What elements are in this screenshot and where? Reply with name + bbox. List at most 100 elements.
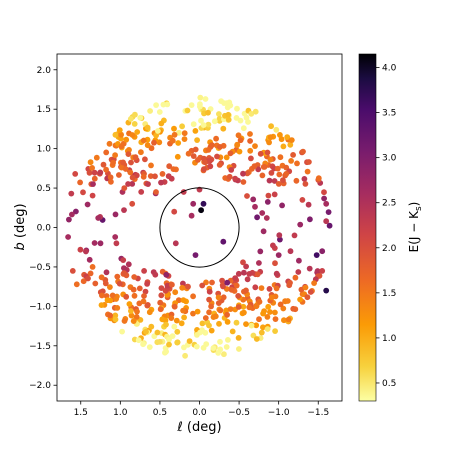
data-point (131, 121, 138, 127)
data-point (154, 329, 161, 336)
data-point (176, 129, 182, 136)
data-point (269, 294, 275, 301)
data-point (209, 279, 215, 286)
data-point (181, 136, 188, 143)
data-point (133, 314, 140, 320)
data-point (224, 104, 231, 111)
data-point (246, 271, 253, 277)
data-point (240, 170, 246, 177)
data-point (202, 315, 209, 321)
data-point (252, 203, 258, 210)
data-point (265, 192, 272, 199)
x-tick-label: −1.0 (268, 408, 290, 418)
data-point (240, 179, 247, 185)
data-point (198, 207, 205, 214)
data-point (185, 283, 191, 290)
data-point (209, 142, 215, 149)
data-point (217, 338, 223, 345)
data-point (253, 303, 260, 310)
data-point (281, 317, 287, 324)
y-tick-label: −2.0 (29, 381, 51, 391)
data-point (120, 159, 126, 166)
data-point (306, 265, 313, 272)
data-point (87, 159, 94, 166)
data-point (174, 328, 181, 335)
data-point (272, 309, 278, 316)
data-point (260, 324, 266, 331)
data-point (144, 302, 151, 308)
data-point (80, 189, 86, 196)
data-point (299, 197, 306, 203)
data-point (252, 108, 259, 115)
data-point (272, 328, 278, 334)
data-point (127, 116, 134, 122)
data-point (287, 248, 294, 255)
data-point (171, 131, 178, 138)
y-tick-label: −1.5 (29, 342, 51, 352)
data-point (234, 105, 240, 112)
data-point (144, 124, 151, 131)
data-point (153, 102, 160, 108)
data-point (224, 319, 231, 325)
data-point (172, 289, 179, 296)
data-point (228, 167, 235, 173)
data-point (216, 111, 222, 117)
data-point (106, 140, 113, 147)
data-point (323, 218, 330, 225)
colorbar-tick-label: 3.5 (382, 109, 396, 119)
data-point (146, 309, 153, 316)
data-point (138, 149, 144, 156)
colorbar-tick-label: 0.5 (382, 379, 396, 389)
data-point (215, 294, 222, 301)
data-point (271, 191, 278, 198)
data-point (295, 269, 302, 275)
data-point (235, 132, 242, 139)
data-point (188, 102, 195, 108)
data-point (232, 275, 239, 281)
data-point (256, 298, 263, 305)
data-point (169, 137, 176, 144)
data-point (72, 171, 79, 177)
data-point (235, 293, 242, 299)
data-point (323, 200, 330, 207)
data-point (195, 157, 201, 163)
data-point (323, 287, 330, 294)
data-point (140, 173, 147, 180)
data-point (148, 323, 155, 330)
data-point (163, 271, 170, 278)
data-point (91, 169, 98, 176)
data-point (130, 318, 137, 324)
data-point (121, 270, 127, 276)
data-point (170, 166, 177, 173)
data-point (220, 238, 227, 245)
data-point (84, 201, 91, 208)
data-point (151, 139, 157, 146)
data-point (112, 131, 119, 138)
data-point (158, 179, 164, 186)
data-point (259, 172, 266, 179)
data-point (90, 181, 96, 188)
data-point (180, 297, 187, 303)
data-point (252, 284, 259, 291)
data-point (197, 94, 204, 101)
data-point (236, 346, 242, 352)
data-point (185, 150, 192, 157)
x-axis: 1.5 1.0 0.5 0.0 −0.5 −1.0 −1.5 (74, 401, 329, 418)
data-point (210, 314, 217, 320)
data-point (86, 256, 93, 263)
points-layer (65, 94, 333, 359)
data-point (284, 298, 291, 304)
data-point (190, 121, 197, 128)
data-point (277, 301, 284, 308)
data-point (89, 192, 96, 199)
data-point (112, 211, 119, 218)
data-point (93, 154, 100, 161)
data-point (205, 147, 212, 153)
data-point (121, 265, 127, 271)
data-point (128, 159, 134, 166)
data-point (233, 282, 240, 289)
data-point (253, 336, 260, 342)
data-point (97, 240, 104, 247)
data-point (202, 159, 209, 166)
